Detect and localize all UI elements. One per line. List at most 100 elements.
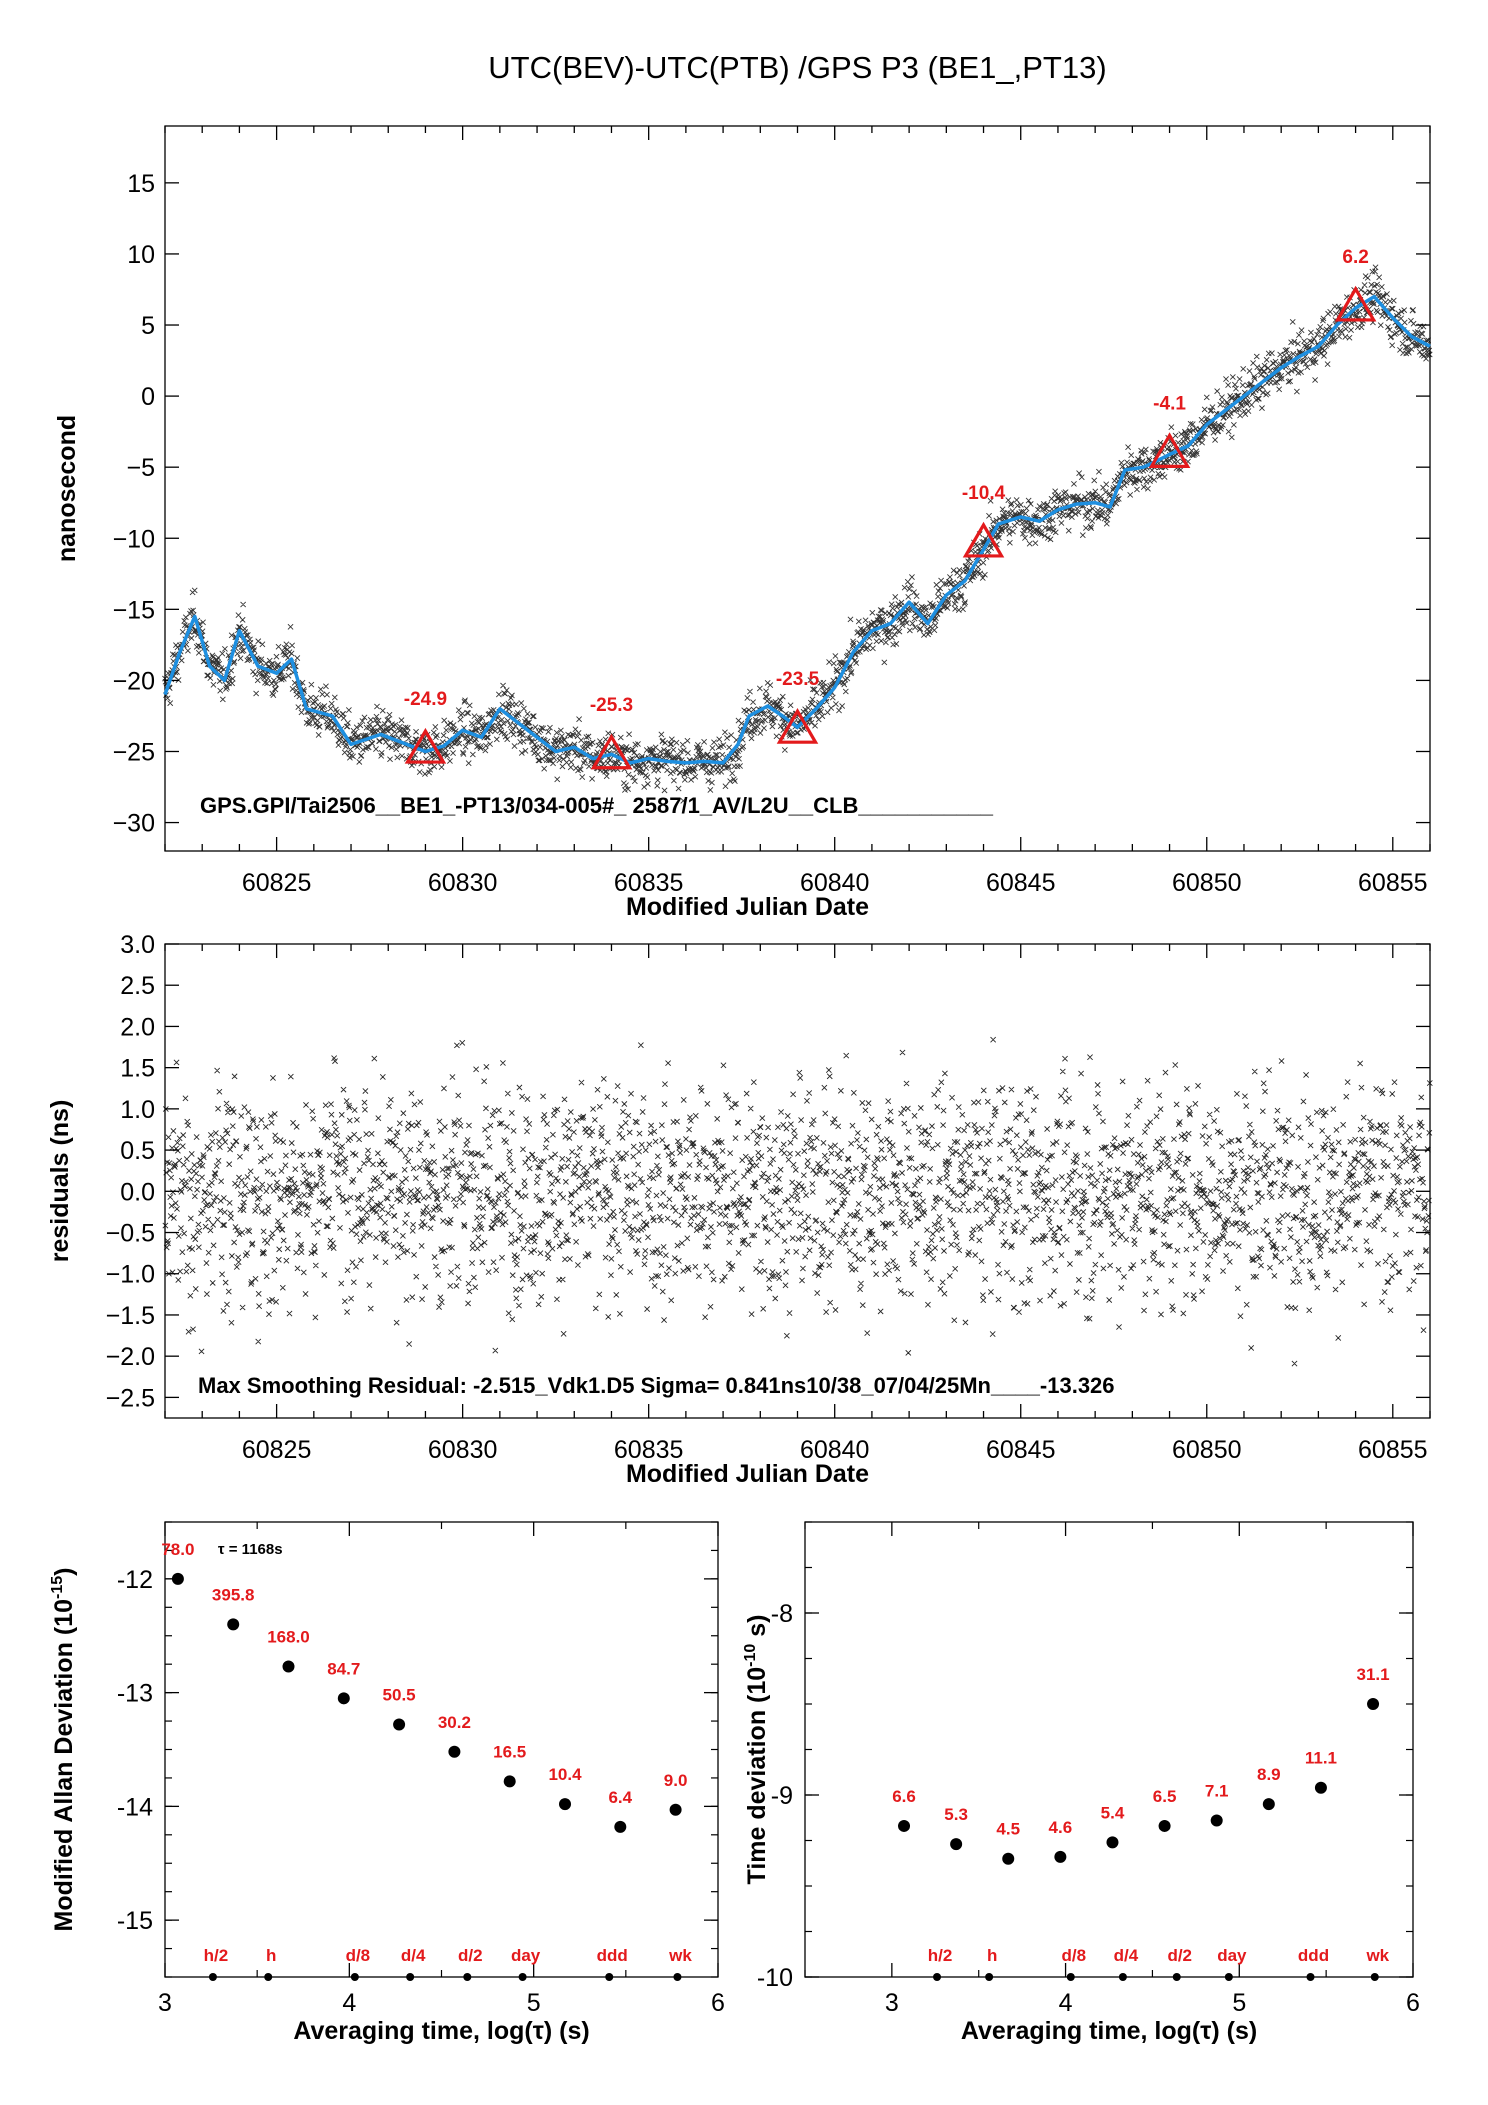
time-mark-point <box>1118 1973 1127 1981</box>
y-tick-label: 0.0 <box>120 1178 155 1206</box>
x-tick-label: 60855 <box>1358 1436 1428 1464</box>
x-axis-label: Averaging time, log(τ) (s) <box>293 2017 589 2045</box>
time-mark-label: d/4 <box>401 1946 426 1965</box>
deviation-point-label: 11.1 <box>1305 1749 1337 1768</box>
deviation-point-label: 78.0 <box>161 1540 194 1559</box>
y-axis-label-end: s) <box>743 1615 771 1644</box>
time-mark-point <box>208 1973 217 1981</box>
marker-label: -24.9 <box>404 689 447 710</box>
marker-label: -4.1 <box>1153 393 1186 414</box>
y-axis-label-exponent: -15 <box>49 1576 66 1599</box>
y-tick-label: -10 <box>757 1964 793 1992</box>
triangle-marker <box>962 521 1005 558</box>
x-tick-label: 4 <box>342 1989 356 2017</box>
x-tick-label: 3 <box>158 1989 172 2017</box>
deviation-point <box>1262 1798 1275 1811</box>
y-tick-label: 3.0 <box>120 931 155 959</box>
marker-label: 6.2 <box>1342 247 1368 268</box>
deviation-point-label: 7.1 <box>1205 1781 1229 1800</box>
annotation-text: GPS.GPI/Tai2506__BE1_-PT13/034-005#_ 258… <box>200 793 994 818</box>
time-mark-label: d/8 <box>1062 1946 1087 1965</box>
time-mark-label: ddd <box>597 1946 628 1965</box>
deviation-point-label: 395.8 <box>212 1585 255 1604</box>
deviation-point <box>503 1775 516 1788</box>
triangle-marker <box>1148 432 1191 468</box>
time-mark-point <box>1224 1973 1233 1981</box>
time-mark-label: wk <box>1365 1946 1389 1965</box>
deviation-point <box>1314 1781 1327 1794</box>
time-mark-label: day <box>1217 1946 1247 1965</box>
deviation-point-label: 9.0 <box>664 1771 688 1790</box>
deviation-point-label: 30.2 <box>438 1713 471 1732</box>
y-tick-label: −2.5 <box>106 1384 155 1412</box>
chart-title: UTC(BEV)-UTC(PTB) /GPS P3 (BE1_,PT13) <box>488 50 1106 85</box>
deviation-point-label: 168.0 <box>267 1627 310 1646</box>
x-tick-label: 3 <box>885 1989 899 2017</box>
x-tick-label: 60825 <box>242 1436 312 1464</box>
data-points-top <box>162 264 1433 804</box>
deviation-point-label: 5.4 <box>1101 1803 1125 1822</box>
deviation-point <box>898 1819 911 1832</box>
deviation-point-label: 31.1 <box>1356 1665 1389 1684</box>
deviation-point-label: 6.5 <box>1153 1787 1177 1806</box>
y-tick-label: −30 <box>113 810 155 838</box>
time-mark-point <box>1066 1973 1075 1981</box>
time-mark-point <box>1172 1973 1181 1981</box>
y-tick-label: 1.5 <box>120 1055 155 1083</box>
triangle-marker <box>776 707 819 744</box>
deviation-point-label: 4.6 <box>1049 1818 1073 1837</box>
y-tick-label: -8 <box>771 1600 793 1628</box>
deviation-point-label: 84.7 <box>327 1659 360 1678</box>
y-axis-label-end: ) <box>50 1568 78 1576</box>
deviation-point <box>171 1572 184 1585</box>
x-tick-label: 60850 <box>1172 869 1242 897</box>
time-mark-label: ddd <box>1298 1946 1329 1965</box>
deviation-point-label: 8.9 <box>1257 1765 1281 1784</box>
deviation-point-label: 50.5 <box>383 1685 416 1704</box>
time-mark-point <box>1370 1973 1379 1981</box>
deviation-point <box>1158 1819 1171 1832</box>
deviation-point-label: 6.4 <box>608 1788 632 1807</box>
x-tick-label: 60845 <box>986 1436 1056 1464</box>
time-mark-point <box>518 1973 527 1981</box>
x-tick-label: 6 <box>711 1989 725 2017</box>
deviation-point <box>1106 1836 1119 1849</box>
time-mark-label: h <box>266 1946 276 1965</box>
time-mark-label: day <box>511 1946 541 1965</box>
marker-label: -25.3 <box>590 695 633 716</box>
time-mark-label: h <box>987 1946 997 1965</box>
x-tick-label: 60850 <box>1172 1436 1242 1464</box>
y-tick-label: 10 <box>127 241 155 269</box>
x-axis-label: Modified Julian Date <box>626 893 869 921</box>
triangle-marker <box>1334 285 1377 322</box>
time-mark-point <box>463 1973 472 1981</box>
y-tick-label: −2.0 <box>106 1343 155 1371</box>
deviation-point <box>1367 1698 1380 1710</box>
time-mark-label: h/2 <box>204 1946 229 1965</box>
y-axis-label: Modified Allan Deviation (10-15) <box>49 1568 78 1932</box>
deviation-point-label: 4.5 <box>996 1820 1020 1839</box>
x-tick-label: 6 <box>1406 1989 1420 2017</box>
deviation-point <box>448 1745 461 1758</box>
time-mark-point <box>1306 1973 1315 1981</box>
y-tick-label: −20 <box>113 667 155 695</box>
x-tick-label: 60825 <box>242 869 312 897</box>
deviation-point-label: 16.5 <box>493 1742 526 1761</box>
marker-label: -23.5 <box>776 669 820 690</box>
y-axis-label-exponent: -10 <box>742 1644 759 1667</box>
time-mark-point <box>264 1973 273 1981</box>
y-tick-label: −15 <box>113 596 155 624</box>
deviation-point <box>559 1798 572 1811</box>
time-mark-label: d/2 <box>1167 1946 1192 1965</box>
x-tick-label: 60830 <box>428 1436 498 1464</box>
deviation-point-label: 5.3 <box>944 1805 968 1824</box>
tau-note: τ = 1168s <box>218 1541 283 1558</box>
x-tick-label: 60840 <box>800 869 870 897</box>
data-point-marks <box>162 264 1433 804</box>
deviation-point <box>614 1820 627 1833</box>
time-mark-label: d/8 <box>346 1946 371 1965</box>
time-mark-label: d/2 <box>458 1946 483 1965</box>
deviation-point-label: 10.4 <box>548 1765 582 1784</box>
time-mark-point <box>605 1973 614 1981</box>
y-axis-label-main: Modified Allan Deviation (10 <box>50 1599 78 1931</box>
